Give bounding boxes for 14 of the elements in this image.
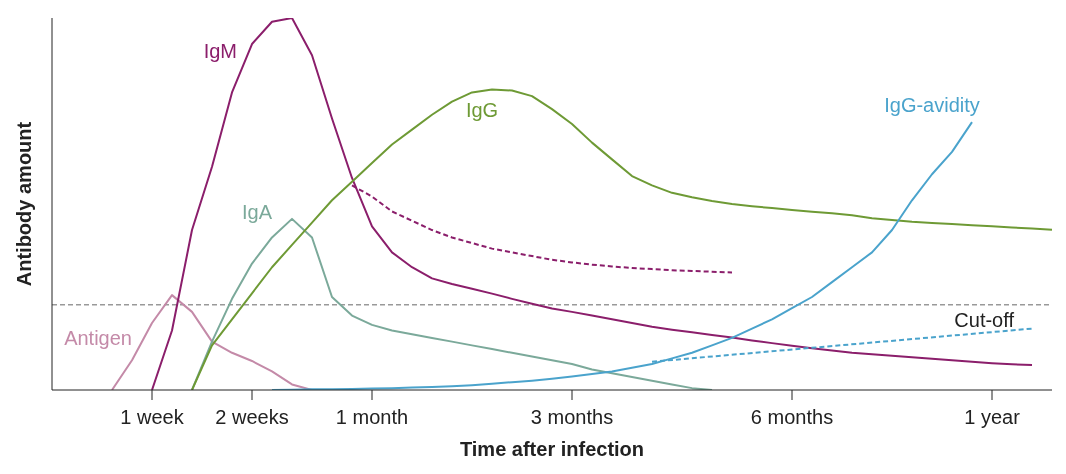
ref-line-label: Cut-off <box>954 309 1015 332</box>
series-label: IgM <box>203 40 237 62</box>
x-tick-label: 6 months <box>750 406 834 428</box>
x-tick-label: 2 weeks <box>215 406 289 428</box>
x-tick-label: 1 week <box>120 406 185 428</box>
series-label: Antigen <box>64 327 132 350</box>
x-tick-label: 1 month <box>335 406 409 428</box>
x-tick-label: 1 year <box>964 406 1021 428</box>
x-tick-label: 3 months <box>530 406 614 428</box>
series-label: IgG-avidity <box>884 94 980 117</box>
series-label: IgA <box>241 200 273 223</box>
y-axis-title: Antibody amount <box>13 121 36 287</box>
series-label: IgG <box>465 99 499 122</box>
x-axis-title: Time after infection <box>459 438 645 460</box>
